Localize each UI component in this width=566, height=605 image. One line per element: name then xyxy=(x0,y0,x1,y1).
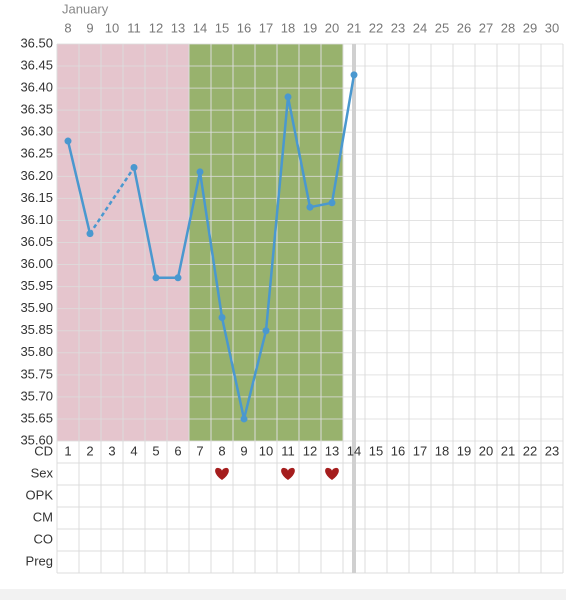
row-label: CM xyxy=(33,509,53,524)
data-point xyxy=(64,137,72,145)
row-label: OPK xyxy=(26,487,54,502)
cycle-day-label: 13 xyxy=(325,443,339,458)
cycle-day-label: 10 xyxy=(259,443,273,458)
y-tick-label: 36.45 xyxy=(20,57,53,72)
month-label: January xyxy=(62,1,109,16)
y-tick-label: 35.80 xyxy=(20,344,53,359)
cycle-day-label: 3 xyxy=(108,443,115,458)
row-label: Preg xyxy=(26,553,53,568)
y-tick-label: 36.00 xyxy=(20,256,53,271)
date-label: 26 xyxy=(457,20,471,35)
cycle-day-label: 5 xyxy=(152,443,159,458)
date-label: 24 xyxy=(413,20,427,35)
cycle-day-label: 20 xyxy=(479,443,493,458)
cycle-day-label: 14 xyxy=(347,443,361,458)
date-label: 16 xyxy=(237,20,251,35)
data-point xyxy=(174,274,182,282)
date-label: 10 xyxy=(105,20,119,35)
cycle-day-label: 17 xyxy=(413,443,427,458)
cycle-day-label: 11 xyxy=(281,443,295,458)
data-point xyxy=(240,415,248,423)
date-label: 14 xyxy=(193,20,207,35)
date-label: 25 xyxy=(435,20,449,35)
cycle-day-label: 19 xyxy=(457,443,471,458)
date-label: 18 xyxy=(281,20,295,35)
date-label: 9 xyxy=(86,20,93,35)
cycle-day-label: 23 xyxy=(545,443,559,458)
cycle-day-label: 16 xyxy=(391,443,405,458)
date-label: 30 xyxy=(545,20,559,35)
data-point xyxy=(196,168,204,176)
row-label: CD xyxy=(34,443,53,458)
date-label: 8 xyxy=(64,20,71,35)
date-label: 19 xyxy=(303,20,317,35)
data-point xyxy=(328,199,336,207)
y-tick-label: 36.20 xyxy=(20,168,53,183)
y-tick-label: 35.90 xyxy=(20,300,53,315)
cycle-day-label: 1 xyxy=(64,443,71,458)
y-tick-label: 36.50 xyxy=(20,35,53,50)
data-point xyxy=(350,71,358,79)
date-label: 17 xyxy=(259,20,273,35)
heart xyxy=(281,467,295,480)
date-label: 12 xyxy=(149,20,163,35)
date-label: 21 xyxy=(347,20,361,35)
cycle-day-label: 7 xyxy=(196,443,203,458)
data-point xyxy=(306,203,314,211)
row-label: CO xyxy=(34,531,54,546)
y-tick-label: 36.40 xyxy=(20,80,53,95)
temperature-line xyxy=(66,140,92,234)
cycle-day-label: 8 xyxy=(218,443,225,458)
y-tick-label: 35.75 xyxy=(20,366,53,381)
date-label: 11 xyxy=(127,20,141,35)
y-tick-label: 36.30 xyxy=(20,124,53,139)
y-tick-label: 36.35 xyxy=(20,102,53,117)
date-label: 29 xyxy=(523,20,537,35)
data-point xyxy=(262,327,270,335)
y-tick-label: 35.70 xyxy=(20,388,53,403)
cycle-day-label: 18 xyxy=(435,443,449,458)
y-tick-label: 36.25 xyxy=(20,146,53,161)
cycle-day-label: 22 xyxy=(523,443,537,458)
cycle-day-label: 2 xyxy=(86,443,93,458)
heart xyxy=(215,467,229,480)
y-tick-label: 35.85 xyxy=(20,322,53,337)
data-point xyxy=(152,274,160,282)
y-tick-label: 36.05 xyxy=(20,234,53,249)
date-label: 23 xyxy=(391,20,405,35)
cycle-day-label: 15 xyxy=(369,443,383,458)
date-label: 20 xyxy=(325,20,339,35)
cycle-day-label: 21 xyxy=(501,443,515,458)
date-label: 15 xyxy=(215,20,229,35)
y-tick-label: 35.60 xyxy=(20,432,53,447)
date-label: 28 xyxy=(501,20,515,35)
data-point xyxy=(218,313,226,321)
cycle-day-label: 6 xyxy=(174,443,181,458)
data-point xyxy=(284,93,292,101)
y-tick-label: 35.95 xyxy=(20,278,53,293)
heart xyxy=(325,467,339,480)
today-line xyxy=(352,44,356,573)
y-tick-label: 36.15 xyxy=(20,190,53,205)
row-label: Sex xyxy=(31,465,54,480)
date-label: 27 xyxy=(479,20,493,35)
data-point xyxy=(130,164,138,172)
bottom-strip xyxy=(0,589,566,600)
y-tick-label: 36.10 xyxy=(20,212,53,227)
data-point xyxy=(86,230,94,238)
cycle-day-label: 4 xyxy=(130,443,137,458)
gap-bridge xyxy=(88,166,136,235)
cycle-day-label: 9 xyxy=(240,443,247,458)
cycle-day-label: 12 xyxy=(303,443,317,458)
y-tick-label: 35.65 xyxy=(20,410,53,425)
date-label: 22 xyxy=(369,20,383,35)
date-label: 13 xyxy=(171,20,185,35)
